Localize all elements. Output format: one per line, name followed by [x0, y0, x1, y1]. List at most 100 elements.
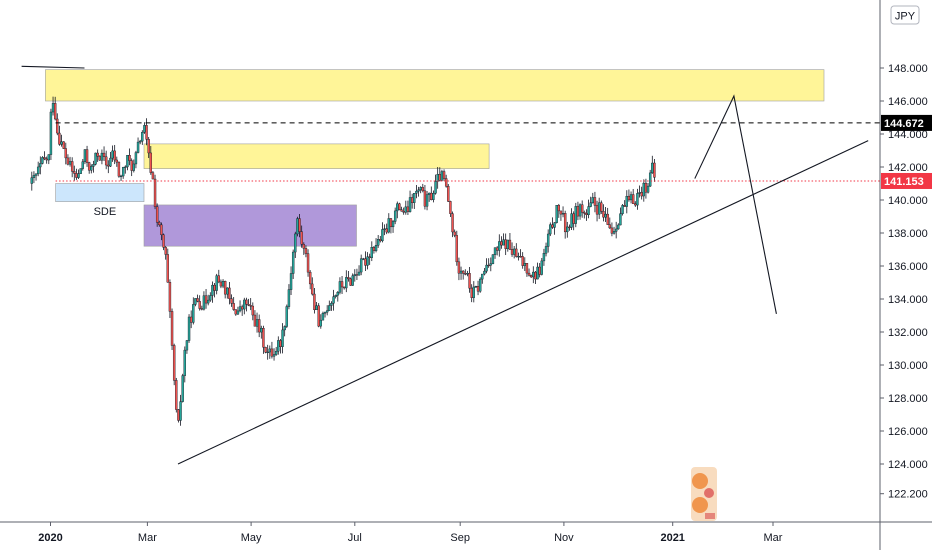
candle-body: [92, 164, 95, 167]
candle-body: [281, 329, 284, 347]
candle-body: [421, 187, 424, 192]
candle-body: [563, 213, 567, 233]
candle-body: [228, 287, 231, 299]
candle-body: [102, 152, 106, 158]
candle-body: [536, 266, 539, 280]
candle-body: [289, 273, 293, 290]
candle-body: [432, 193, 435, 200]
price-tick-label: 124.000: [888, 459, 928, 471]
candle-body: [359, 258, 363, 273]
candle-body: [134, 152, 138, 165]
candle-body: [529, 275, 533, 278]
candle-body: [126, 155, 129, 168]
candle-body: [43, 157, 46, 160]
last-price-line-tag[interactable]: 141.153: [881, 172, 932, 189]
candle-body: [636, 193, 639, 206]
candle-body: [62, 141, 65, 149]
candle-body: [328, 305, 331, 311]
candle-body: [32, 175, 36, 178]
candle-body: [396, 203, 399, 212]
candle-body: [219, 281, 223, 287]
candle-body: [527, 272, 531, 276]
sde-label[interactable]: SDE: [94, 206, 117, 218]
candle-body: [362, 258, 365, 260]
candle-body: [425, 194, 429, 207]
zones-layer: SDE: [45, 69, 825, 247]
candle-body: [606, 213, 609, 225]
candle-body: [315, 305, 318, 311]
candle-body: [285, 306, 288, 327]
candle-body: [215, 275, 218, 291]
logo-watermark: [691, 467, 717, 521]
candle-body: [468, 273, 471, 289]
time-tick-label: 2021: [660, 532, 684, 544]
candle-body: [631, 194, 635, 204]
candle-body: [60, 141, 63, 145]
candle-body: [489, 263, 492, 266]
candle-body: [364, 258, 367, 266]
candle-body: [400, 209, 403, 212]
candle-body: [544, 246, 548, 254]
order-block-zone[interactable]: [143, 204, 357, 247]
candle-body: [508, 239, 512, 250]
candle-body: [393, 210, 397, 222]
price-tick-label: 140.000: [888, 195, 928, 207]
candle-body: [481, 273, 484, 280]
candle-body: [177, 409, 180, 421]
candle-body: [504, 239, 507, 249]
candle-body: [143, 125, 146, 133]
candle-body: [651, 162, 654, 174]
projection-path[interactable]: [694, 94, 777, 314]
currency-badge[interactable]: JPY: [890, 5, 920, 25]
candle-body: [251, 305, 255, 316]
candle-body: [502, 239, 505, 246]
candle-body: [340, 281, 344, 288]
time-tick-label: Mar: [138, 532, 157, 544]
candle-body: [113, 150, 116, 161]
demand-zone-sde[interactable]: [55, 183, 145, 202]
candle-body: [389, 218, 393, 228]
time-tick-label: May: [241, 532, 262, 544]
candle-body: [70, 161, 74, 172]
candle-body: [296, 218, 299, 235]
candle-body: [576, 206, 580, 217]
candle-body: [517, 256, 520, 258]
candle-body: [438, 174, 441, 181]
top-horizontal-stub[interactable]: [21, 65, 85, 69]
resistance-line-tag[interactable]: 144.672: [881, 114, 932, 131]
resistance-line-tag-bg: [881, 114, 932, 131]
candle-body: [415, 190, 418, 194]
price-tick-label: 144.000: [888, 129, 928, 141]
candle-body: [124, 166, 127, 168]
candle-body: [347, 277, 350, 280]
candle-body: [610, 227, 614, 234]
candle-body: [519, 256, 522, 258]
supply-zone-top[interactable]: [45, 69, 825, 102]
candle-body: [434, 181, 437, 194]
price-tick-label: 148.000: [888, 63, 928, 75]
candle-body: [470, 287, 473, 298]
candle-body: [540, 260, 543, 275]
candle-body: [240, 306, 244, 310]
time-axis[interactable]: 2020 Mar May Jul Sep Nov 2021 Mar: [38, 522, 783, 544]
candle-body: [217, 275, 221, 283]
last-price-line-tag-bg: [881, 172, 932, 189]
candle-body: [245, 299, 248, 305]
candle-body: [653, 162, 656, 178]
candle-body: [175, 380, 178, 410]
price-tick-label: 136.000: [888, 261, 928, 273]
candle-body: [262, 327, 265, 348]
candle-body: [202, 295, 206, 310]
candle-body: [580, 204, 584, 213]
price-axis[interactable]: 122.200 124.000 126.000 128.000 130.000 132.0…: [880, 63, 932, 501]
price-tick-label: 128.000: [888, 393, 928, 405]
currency-badge-label: JPY: [895, 11, 916, 23]
candle-body: [147, 139, 150, 154]
candle-body: [451, 213, 454, 233]
candle-body: [200, 308, 204, 310]
supply-zone-mid[interactable]: [143, 143, 490, 169]
candle-body: [634, 203, 637, 206]
candle-body: [597, 202, 601, 215]
